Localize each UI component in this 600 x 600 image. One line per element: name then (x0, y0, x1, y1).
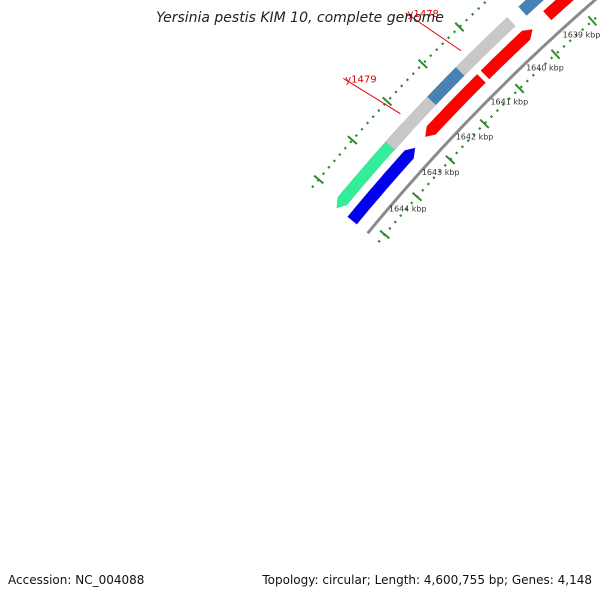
genome-backbone (366, 0, 598, 235)
leader-line (343, 77, 401, 115)
feature-red-e (425, 73, 487, 138)
tick-mark (479, 118, 490, 129)
outer-dot-track (311, 0, 490, 189)
label-leader-lines (343, 12, 462, 115)
tick-mark (313, 174, 324, 185)
tick-mark (550, 49, 561, 60)
tick-mark (454, 22, 465, 33)
tick-mark (411, 192, 423, 202)
tick-mark (514, 83, 525, 94)
kbp-label: 1644 kbp (389, 205, 427, 214)
map-title: Yersinia pestis KIM 10, complete genome (156, 10, 444, 26)
tick-mark (382, 96, 393, 107)
kbp-label: 1642 kbp (456, 132, 494, 141)
kbp-label: 1643 kbp (422, 168, 460, 177)
tick-mark (379, 229, 391, 240)
feature-steel-y1478 (426, 66, 465, 106)
kbp-label: 1639 kbp (563, 30, 600, 39)
tick-mark (587, 15, 598, 27)
tick-mark (445, 155, 456, 165)
accession-text: Accession: NC_004088 (8, 573, 145, 587)
feature-tracks (336, 0, 575, 225)
tick-dot-tracks (311, 0, 600, 243)
kbp-label: 1641 kbp (490, 97, 528, 106)
feature-gray-y1478a (455, 16, 516, 77)
major-tick-marks (313, 15, 598, 240)
tick-mark (417, 58, 428, 69)
backbone-arc (366, 0, 598, 235)
tick-mark (347, 135, 358, 145)
kbp-label: 1640 kbp (526, 63, 564, 72)
feature-red-d (480, 29, 533, 80)
gene-label-y1478: y1478 (408, 9, 439, 20)
gene-label-y1479: y1479 (345, 74, 376, 85)
genome-summary-text: Topology: circular; Length: 4,600,755 bp… (262, 573, 592, 587)
leader-line (405, 12, 462, 52)
feature-steel-y1477 (518, 0, 545, 16)
feature-red-c (542, 0, 575, 21)
gene-labels: y1474y1475y1476y1477y1478y1479 (345, 9, 439, 85)
feature-blue-bottom (347, 147, 416, 225)
feature-gray-y1479 (385, 96, 437, 151)
